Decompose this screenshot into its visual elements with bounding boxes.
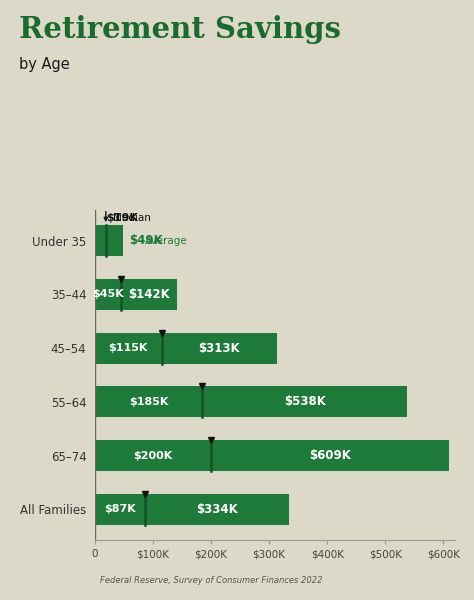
Text: $200K: $200K [133, 451, 173, 461]
Bar [95, 225, 123, 256]
Text: by Age: by Age [19, 57, 70, 72]
Text: $142K: $142K [128, 288, 170, 301]
Text: $19K: $19K [106, 213, 138, 223]
Text: $49K: $49K [129, 234, 163, 247]
Text: $313K: $313K [198, 341, 240, 355]
Text: Average: Average [146, 236, 188, 245]
Text: Median: Median [113, 213, 151, 223]
Text: Federal Reserve, Survey of Consumer Finances 2022: Federal Reserve, Survey of Consumer Fina… [100, 576, 322, 585]
Bar [95, 386, 407, 418]
Bar [95, 494, 289, 525]
Text: $87K: $87K [104, 505, 136, 514]
Text: $334K: $334K [196, 503, 238, 516]
Text: $609K: $609K [309, 449, 351, 462]
Bar [95, 332, 277, 364]
Bar [95, 440, 449, 471]
Text: $538K: $538K [284, 395, 326, 409]
Text: $115K: $115K [109, 343, 148, 353]
Text: $185K: $185K [129, 397, 168, 407]
Text: $45K: $45K [92, 289, 124, 299]
Text: Retirement Savings: Retirement Savings [19, 15, 341, 44]
Bar [95, 279, 177, 310]
